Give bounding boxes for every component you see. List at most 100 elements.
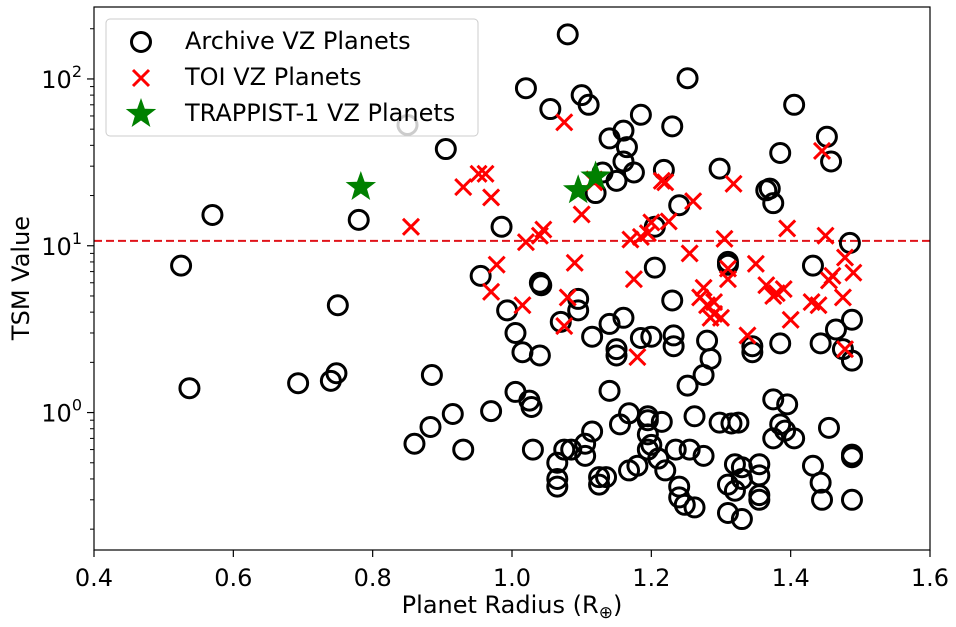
archive-point	[325, 362, 348, 385]
toi-point	[638, 224, 657, 243]
y-tick-label: 102	[41, 62, 82, 94]
archive-point	[420, 363, 443, 386]
archive-point	[546, 451, 569, 474]
archive-point	[769, 413, 792, 436]
archive-point	[748, 488, 771, 511]
toi-point	[565, 253, 584, 272]
archive-point	[650, 410, 673, 433]
y-tick-label: 101	[41, 229, 82, 261]
archive-point	[776, 393, 799, 416]
archive-point	[347, 208, 370, 231]
legend-label-toi: TOI VZ Planets	[184, 63, 361, 91]
toi-point	[642, 213, 661, 232]
toi-point	[659, 212, 678, 231]
archive-point	[840, 446, 863, 469]
archive-point	[504, 321, 527, 344]
archive-point	[699, 347, 722, 370]
archive-point	[588, 473, 611, 496]
archive-point	[662, 335, 685, 358]
toi-point	[778, 219, 797, 238]
toi-point	[680, 244, 699, 263]
archive-point	[692, 444, 715, 467]
archive-point	[636, 423, 659, 446]
archive-point	[840, 488, 863, 511]
toi-point	[835, 248, 855, 267]
x-tick-label: 1.4	[772, 564, 810, 592]
archive-point	[820, 150, 843, 173]
archive-point	[801, 254, 824, 277]
archive-point	[809, 332, 832, 355]
archive-point	[577, 93, 600, 116]
trappist-point	[562, 174, 594, 204]
toi-point	[833, 288, 852, 307]
archive-point	[434, 138, 457, 161]
toi-point	[513, 296, 532, 315]
toi-point	[809, 296, 828, 315]
toi-point	[558, 288, 577, 307]
archive-point	[762, 192, 785, 215]
archive-point	[514, 77, 537, 100]
archive-point	[676, 67, 699, 90]
legend-box	[105, 18, 479, 137]
archive-point	[741, 335, 764, 358]
points-layer	[170, 23, 863, 531]
toi-point	[781, 310, 800, 329]
archive-point	[539, 98, 562, 121]
archive-point	[615, 136, 638, 159]
archive-point	[490, 215, 513, 238]
archive-point	[419, 415, 442, 438]
archive-point	[605, 344, 628, 367]
legend-markers	[125, 31, 157, 127]
legend-label-archive: Archive VZ Planets	[185, 27, 411, 55]
archive-point	[840, 349, 863, 372]
archive-point	[654, 459, 677, 482]
toi-point	[715, 229, 734, 248]
toi-point	[844, 263, 863, 282]
x-axis-label: Planet Radius (R⊕)	[402, 591, 623, 623]
archive-point	[741, 341, 764, 364]
archive-point	[783, 427, 806, 450]
toi-point	[711, 308, 731, 327]
archive-point	[640, 325, 663, 348]
archive-point	[748, 453, 771, 476]
archive-point	[546, 475, 569, 498]
archive-point	[598, 312, 621, 335]
toi-point	[718, 270, 738, 289]
toi-point	[555, 317, 574, 336]
archive-point	[769, 141, 792, 164]
toi-point	[516, 233, 535, 252]
x-tick-label: 1.2	[632, 564, 670, 592]
toi-point	[757, 276, 776, 295]
toi-point	[684, 192, 703, 211]
archive-point	[683, 496, 706, 519]
toi-point	[487, 255, 506, 274]
archive-point	[769, 332, 792, 355]
archive-point	[605, 169, 628, 192]
toi-point	[482, 188, 501, 207]
toi-point	[624, 270, 643, 289]
archive-point	[574, 444, 597, 467]
archive-point	[636, 409, 659, 432]
toi-point	[656, 173, 675, 192]
toi-point	[401, 217, 421, 236]
x-tick-label: 0.4	[75, 564, 113, 592]
archive-point	[643, 256, 666, 279]
archive-point	[727, 411, 750, 434]
toi-point	[694, 278, 713, 297]
archive-point	[720, 412, 743, 435]
archive-point	[441, 403, 464, 426]
toi-point	[482, 282, 501, 301]
archive-point	[817, 416, 840, 439]
archive-point	[201, 203, 224, 226]
legend: Archive VZ Planets TOI VZ Planets TRAPPI…	[105, 18, 479, 137]
legend-label-trappist: TRAPPIST-1 VZ Planets	[184, 99, 455, 127]
archive-point	[287, 372, 310, 395]
archive-point	[730, 508, 753, 531]
archive-point	[716, 253, 739, 276]
archive-point	[716, 501, 739, 524]
archive-point	[521, 438, 544, 461]
archive-point	[612, 119, 635, 142]
archive-point	[598, 379, 621, 402]
toi-point	[774, 280, 793, 299]
archive-point	[612, 306, 635, 329]
